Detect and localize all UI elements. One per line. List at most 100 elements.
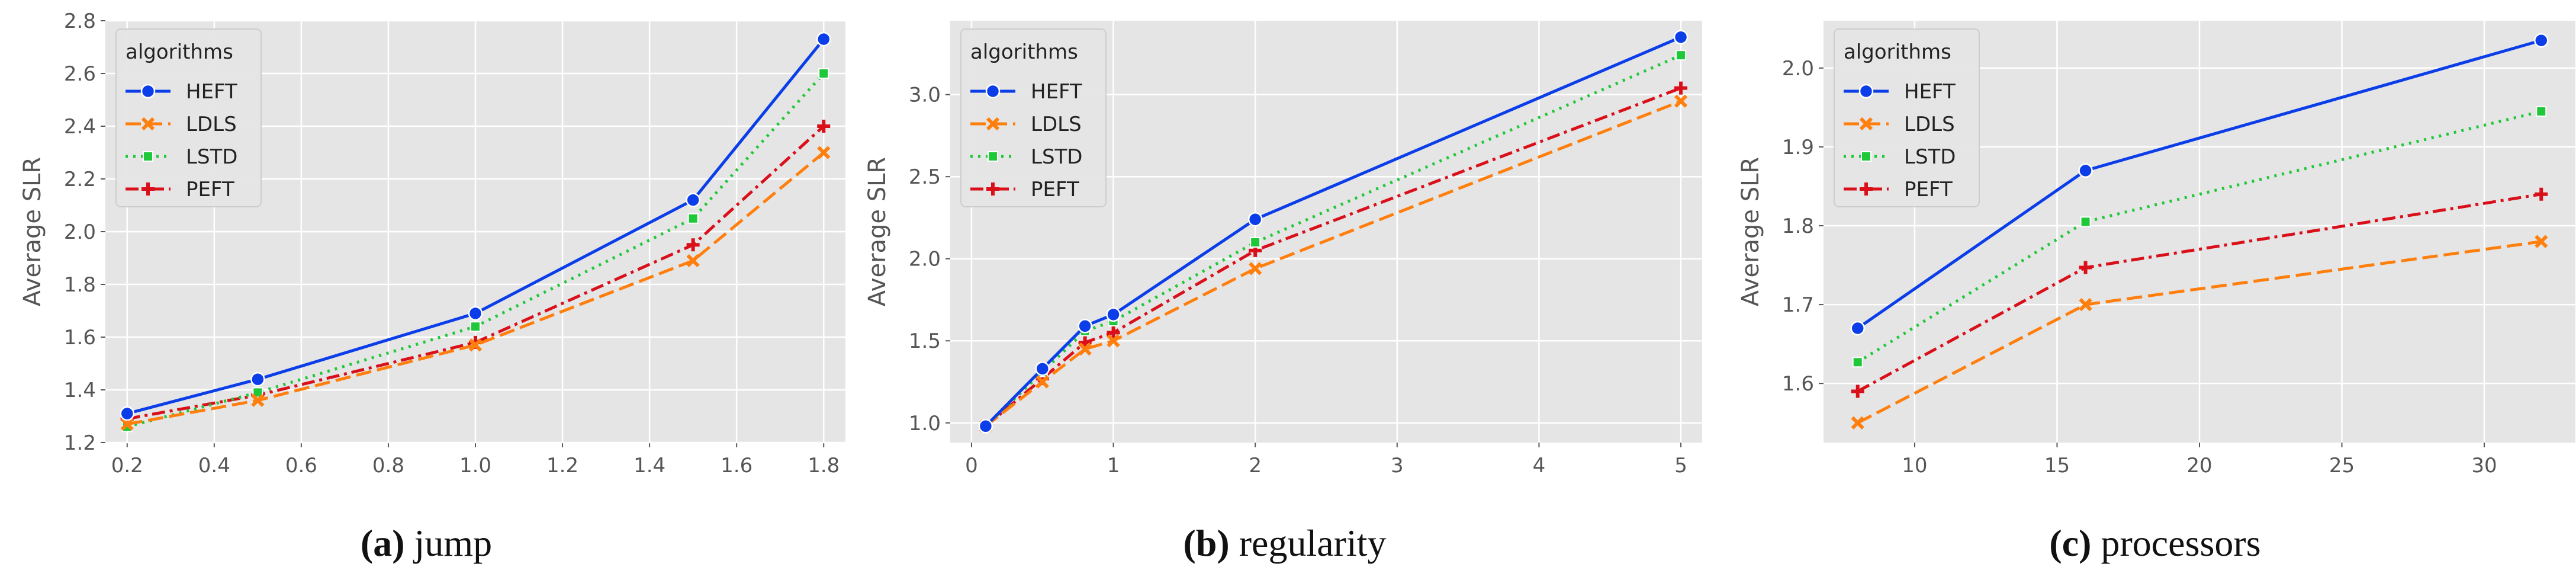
y-tick-label: 2.2 xyxy=(64,168,96,191)
legend-box xyxy=(1834,28,1980,207)
data-point-heft xyxy=(816,31,831,47)
legend-label: HEFT xyxy=(186,80,237,104)
legend-title: algorithms xyxy=(126,40,233,64)
x-tick-label: 0.4 xyxy=(198,454,230,474)
y-tick-label: 1.8 xyxy=(64,273,96,297)
series-line-peft xyxy=(985,87,1681,428)
data-point-heft xyxy=(1106,307,1121,322)
x-tick-label: 0.8 xyxy=(372,454,404,474)
data-point-ldls xyxy=(251,393,265,407)
data-point-lstd xyxy=(818,68,829,79)
legend-title: algorithms xyxy=(970,40,1078,64)
chart-regularity: 0 1 2 3 4 5 1.0 1.5 2.0 2.5 3.0 Average SLR algorith… xyxy=(864,21,1702,478)
y-tick-label: 2.6 xyxy=(64,62,96,86)
data-point-ldls xyxy=(817,146,831,159)
x-tick-label: 0.2 xyxy=(111,454,143,474)
chart-panel-c: 10 15 20 25 30 1.6 1.7 1.8 1.9 2.0 Average SLR algo… xyxy=(1729,0,2576,478)
legend-marker-ldls xyxy=(986,117,1000,131)
data-point-lstd xyxy=(470,321,481,332)
x-tick-label: 1.2 xyxy=(546,454,578,474)
data-point-heft xyxy=(2534,33,2549,48)
legend-marker-lstd xyxy=(1861,151,1871,162)
data-point-heft xyxy=(978,419,993,434)
legend-marker-lstd xyxy=(988,151,998,162)
legend-label: LSTD xyxy=(186,145,237,169)
data-point-peft xyxy=(2079,261,2092,274)
data-point-heft xyxy=(120,406,135,421)
y-tick-label: 2.0 xyxy=(909,248,941,271)
y-tick-label: 1.5 xyxy=(909,329,941,353)
x-tick-label: 30 xyxy=(2471,454,2497,474)
data-point-ldls xyxy=(1035,375,1049,389)
legend-marker-heft xyxy=(985,84,1001,99)
legend-label: LSTD xyxy=(1904,145,1956,169)
legend-marker-peft xyxy=(986,182,999,196)
data-point-lstd xyxy=(1852,357,1863,368)
data-point-lstd xyxy=(2536,106,2547,117)
legend-label: PEFT xyxy=(1904,178,1953,201)
y-tick-label: 2.8 xyxy=(64,9,96,33)
legend-marker-ldls xyxy=(1859,117,1873,131)
caption-text: processors xyxy=(2091,522,2261,564)
chart-panel-a: 0.2 0.4 0.6 0.8 1.0 1.2 1.4 1.6 1.8 1.2 1.4 1.6 1.8 2… xyxy=(0,0,853,478)
caption-b: (b) regularity xyxy=(1107,521,1462,565)
series-heft xyxy=(120,31,831,421)
data-point-peft xyxy=(1107,326,1120,339)
data-point-heft xyxy=(1035,361,1050,376)
series-ldls xyxy=(120,146,831,431)
legend: algorithms HEFT LDLS LSTD PEFT xyxy=(960,28,1107,207)
data-point-lstd xyxy=(1250,237,1261,248)
legend-box xyxy=(115,28,262,207)
data-point-heft xyxy=(468,306,483,321)
series-ldls xyxy=(979,94,1688,433)
x-tick-label: 0.6 xyxy=(285,454,317,474)
legend-label: PEFT xyxy=(1031,178,1079,201)
data-point-ldls xyxy=(1249,262,1262,276)
legend: algorithms HEFT LDLS LSTD PEFT xyxy=(115,28,262,207)
data-point-ldls xyxy=(2079,297,2092,312)
series-heft xyxy=(1850,33,2549,336)
y-tick-label: 1.4 xyxy=(64,379,96,402)
legend-label: LDLS xyxy=(186,113,237,136)
data-point-lstd xyxy=(1675,50,1687,61)
x-tick-label: 1 xyxy=(1107,454,1120,474)
legend-title: algorithms xyxy=(1844,40,1951,64)
y-axis-label: Average SLR xyxy=(1737,157,1764,306)
legend-label: HEFT xyxy=(1904,80,1956,104)
series-lstd xyxy=(121,68,829,433)
data-point-ldls xyxy=(120,417,134,431)
data-point-heft xyxy=(686,193,700,207)
data-point-ldls xyxy=(686,254,700,268)
caption-label: (a) xyxy=(360,522,405,564)
x-tick-label: 20 xyxy=(2186,454,2212,474)
data-point-lstd xyxy=(2080,216,2091,228)
caption-text: regularity xyxy=(1229,522,1387,564)
data-point-heft xyxy=(1078,319,1092,334)
y-tick-label: 1.6 xyxy=(1782,372,1814,396)
y-axis-label: Average SLR xyxy=(864,157,891,306)
chart-panel-b: 0 1 2 3 4 5 1.0 1.5 2.0 2.5 3.0 Average SLR algorith… xyxy=(858,0,1711,478)
chart-processors: 10 15 20 25 30 1.6 1.7 1.8 1.9 2.0 Average SLR algo… xyxy=(1737,21,2575,478)
chart-jump: 0.2 0.4 0.6 0.8 1.0 1.2 1.4 1.6 1.8 1.2 1.4 1.6 1.8 2… xyxy=(19,9,845,478)
legend: algorithms HEFT LDLS LSTD PEFT xyxy=(1834,28,1980,207)
x-tick-label: 3 xyxy=(1391,454,1404,474)
data-point-peft xyxy=(686,238,700,252)
legend-label: LDLS xyxy=(1904,113,1955,136)
legend-marker-heft xyxy=(140,84,156,99)
caption-text: jump xyxy=(404,522,493,564)
data-point-heft xyxy=(250,371,265,387)
caption-c: (c) processors xyxy=(1977,521,2333,565)
y-tick-label: 1.9 xyxy=(1782,136,1814,159)
data-point-ldls xyxy=(1674,94,1688,108)
legend-label: HEFT xyxy=(1031,80,1082,104)
data-point-lstd xyxy=(687,213,699,224)
x-tick-label: 15 xyxy=(2044,454,2070,474)
data-point-peft xyxy=(1851,385,1864,398)
y-tick-label: 2.5 xyxy=(909,165,941,189)
caption-label: (b) xyxy=(1183,522,1230,564)
x-tick-label: 2 xyxy=(1249,454,1262,474)
data-point-heft xyxy=(2078,163,2093,178)
series-heft xyxy=(978,30,1689,434)
series-line-ldls xyxy=(127,151,825,426)
data-point-heft xyxy=(1673,30,1689,44)
